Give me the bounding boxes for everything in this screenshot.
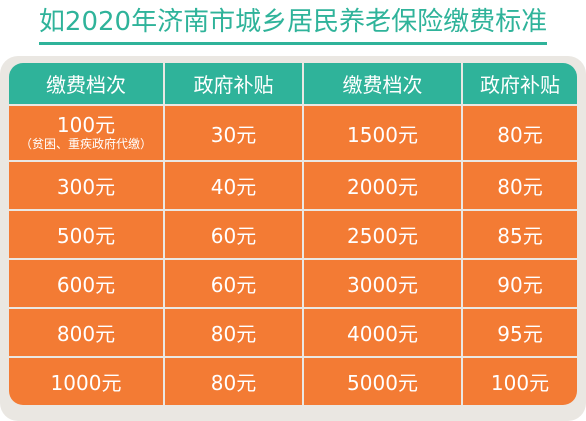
table-cell-level: 600元	[9, 260, 163, 307]
table-cell-subsidy: 80元	[463, 106, 577, 160]
table-cell-subsidy: 30元	[165, 106, 302, 160]
table-cell-subsidy: 60元	[165, 260, 302, 307]
level-note: （贫困、重疾政府代缴）	[19, 137, 152, 151]
table-cell-level: 100元 （贫困、重疾政府代缴）	[9, 106, 163, 160]
table-cell-subsidy: 60元	[165, 211, 302, 258]
table-cell-subsidy: 90元	[463, 260, 577, 307]
table-cell-level: 2000元	[304, 162, 461, 209]
table-cell-level: 4000元	[304, 309, 461, 356]
header-cell-subsidy-1: 政府补贴	[165, 63, 302, 104]
level-value: 100元	[56, 113, 116, 137]
table-cell-level: 5000元	[304, 358, 461, 405]
header-cell-level-1: 缴费档次	[9, 63, 163, 104]
table-cell-level: 300元	[9, 162, 163, 209]
table-cell-subsidy: 80元	[165, 309, 302, 356]
table-cell-level: 1500元	[304, 106, 461, 160]
table-cell-level: 2500元	[304, 211, 461, 258]
table-cell-level: 800元	[9, 309, 163, 356]
table-cell-level: 500元	[9, 211, 163, 258]
table-cell-subsidy: 40元	[165, 162, 302, 209]
table-cell-level: 3000元	[304, 260, 461, 307]
table-cell-subsidy: 80元	[165, 358, 302, 405]
table-cell-level: 1000元	[9, 358, 163, 405]
header-cell-subsidy-2: 政府补贴	[463, 63, 577, 104]
page-title: 如2020年济南市城乡居民养老保险缴费标准	[0, 4, 586, 45]
table-cell-subsidy: 85元	[463, 211, 577, 258]
table-cell-subsidy: 80元	[463, 162, 577, 209]
table-cell-subsidy: 95元	[463, 309, 577, 356]
table-cell-subsidy: 100元	[463, 358, 577, 405]
header-cell-level-2: 缴费档次	[304, 63, 461, 104]
title-text: 如2020年济南市城乡居民养老保险缴费标准	[38, 4, 548, 45]
fee-table: 缴费档次 政府补贴 缴费档次 政府补贴 100元 （贫困、重疾政府代缴） 30元…	[9, 63, 577, 405]
